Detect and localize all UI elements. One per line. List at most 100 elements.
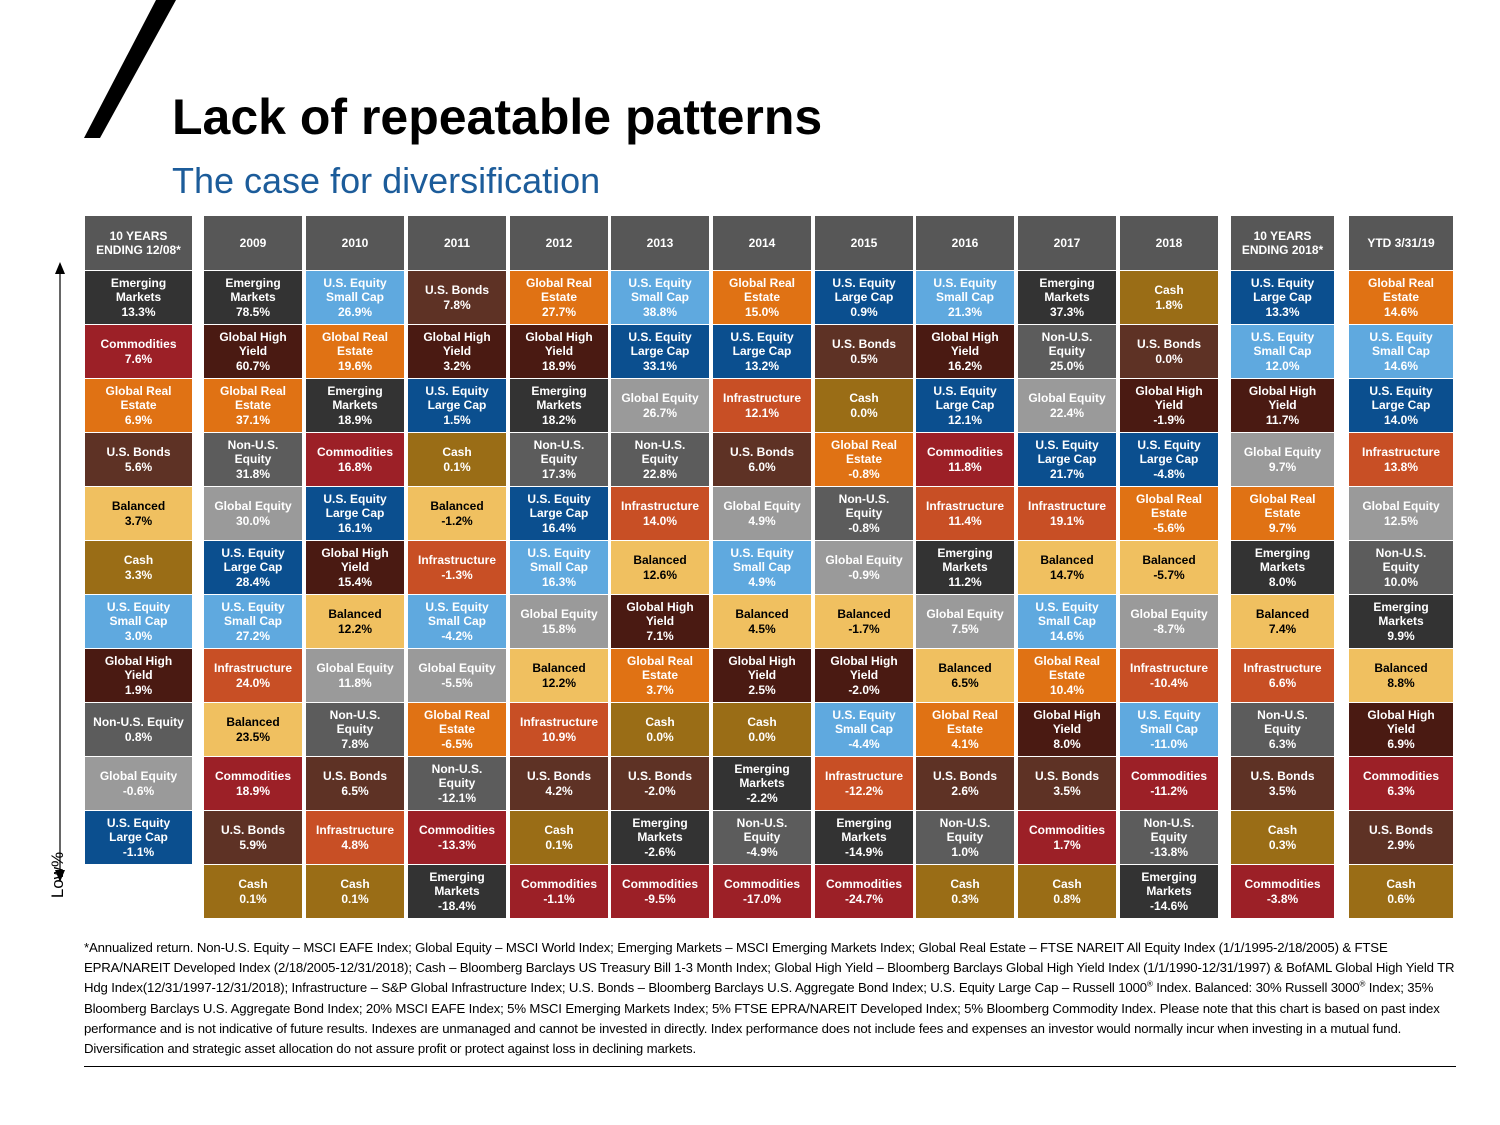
cell-cash: Cash 0.3% <box>916 865 1014 918</box>
cell-global-real-estate: Global Real Estate -5.6% <box>1120 487 1218 540</box>
cell-balanced: Balanced 8.8% <box>1349 649 1453 702</box>
cell-u-s-equity-large-cap: U.S. Equity Large Cap 28.4% <box>204 541 302 594</box>
cell-balanced: Balanced 12.6% <box>611 541 709 594</box>
cell-global-real-estate: Global Real Estate 9.7% <box>1231 487 1334 540</box>
cell-infrastructure: Infrastructure 14.0% <box>611 487 709 540</box>
cell-commodities: Commodities -9.5% <box>611 865 709 918</box>
cell-cash: Cash 0.1% <box>510 811 608 864</box>
cell-u-s-bonds: U.S. Bonds 6.0% <box>713 433 811 486</box>
cell-commodities: Commodities -24.7% <box>815 865 913 918</box>
cell-global-high-yield: Global High Yield 7.1% <box>611 595 709 648</box>
cell-u-s-equity-small-cap: U.S. Equity Small Cap -4.4% <box>815 703 913 756</box>
cell-emerging-markets: Emerging Markets 37.3% <box>1018 271 1116 324</box>
cell-infrastructure: Infrastructure 24.0% <box>204 649 302 702</box>
column-header: 2011 <box>408 216 506 270</box>
registered-mark: ® <box>1359 980 1366 990</box>
cell-global-real-estate: Global Real Estate 14.6% <box>1349 271 1453 324</box>
cell-emerging-markets: Emerging Markets 8.0% <box>1231 541 1334 594</box>
cell-emerging-markets: Emerging Markets 13.3% <box>85 271 192 324</box>
cell-non-u-s-equity: Non-U.S. Equity 6.3% <box>1231 703 1334 756</box>
cell-u-s-bonds: U.S. Bonds 4.2% <box>510 757 608 810</box>
cell-u-s-equity-large-cap: U.S. Equity Large Cap 16.1% <box>306 487 404 540</box>
cell-commodities: Commodities -17.0% <box>713 865 811 918</box>
cell-non-u-s-equity: Non-U.S. Equity 10.0% <box>1349 541 1453 594</box>
cell-u-s-equity-large-cap: U.S. Equity Large Cap 21.7% <box>1018 433 1116 486</box>
cell-emerging-markets: Emerging Markets 18.2% <box>510 379 608 432</box>
cell-global-high-yield: Global High Yield 6.9% <box>1349 703 1453 756</box>
cell-global-real-estate: Global Real Estate 27.7% <box>510 271 608 324</box>
cell-balanced: Balanced 3.7% <box>85 487 192 540</box>
cell-commodities: Commodities 18.9% <box>204 757 302 810</box>
column-header: 2017 <box>1018 216 1116 270</box>
cell-emerging-markets: Emerging Markets -2.2% <box>713 757 811 810</box>
cell-commodities: Commodities 11.8% <box>916 433 1014 486</box>
column-header: 2015 <box>815 216 913 270</box>
cell-u-s-bonds: U.S. Bonds 0.5% <box>815 325 913 378</box>
cell-non-u-s-equity: Non-U.S. Equity 25.0% <box>1018 325 1116 378</box>
cell-global-high-yield: Global High Yield 1.9% <box>85 649 192 702</box>
cell-cash: Cash 0.0% <box>611 703 709 756</box>
cell-u-s-equity-large-cap: U.S. Equity Large Cap 0.9% <box>815 271 913 324</box>
high-low-axis-arrow <box>55 262 65 882</box>
cell-global-equity: Global Equity -0.6% <box>85 757 192 810</box>
cell-u-s-bonds: U.S. Bonds 5.9% <box>204 811 302 864</box>
cell-non-u-s-equity: Non-U.S. Equity 7.8% <box>306 703 404 756</box>
footnote-text-1: *Annualized return. Non-U.S. Equity – MS… <box>84 940 1455 996</box>
bottom-rule <box>84 1066 1456 1067</box>
cell-infrastructure: Infrastructure -1.3% <box>408 541 506 594</box>
cell-global-real-estate: Global Real Estate 6.9% <box>85 379 192 432</box>
column-header: 2013 <box>611 216 709 270</box>
cell-emerging-markets: Emerging Markets -2.6% <box>611 811 709 864</box>
cell-global-equity: Global Equity 26.7% <box>611 379 709 432</box>
cell-u-s-equity-small-cap: U.S. Equity Small Cap 3.0% <box>85 595 192 648</box>
slash-decoration <box>84 0 176 138</box>
cell-global-high-yield: Global High Yield 15.4% <box>306 541 404 594</box>
cell-infrastructure: Infrastructure 12.1% <box>713 379 811 432</box>
cell-global-equity: Global Equity -8.7% <box>1120 595 1218 648</box>
cell-u-s-equity-large-cap: U.S. Equity Large Cap -1.1% <box>85 811 192 864</box>
column-header: 2012 <box>510 216 608 270</box>
cell-global-equity: Global Equity 9.7% <box>1231 433 1334 486</box>
cell-infrastructure: Infrastructure 6.6% <box>1231 649 1334 702</box>
column-header: 2010 <box>306 216 404 270</box>
cell-commodities: Commodities 7.6% <box>85 325 192 378</box>
cell-non-u-s-equity: Non-U.S. Equity -4.9% <box>713 811 811 864</box>
cell-global-equity: Global Equity 30.0% <box>204 487 302 540</box>
cell-cash: Cash 0.0% <box>713 703 811 756</box>
footnote: *Annualized return. Non-U.S. Equity – MS… <box>84 938 1456 1059</box>
column-header: 10 YEARS ENDING 12/08* <box>85 216 192 270</box>
cell-non-u-s-equity: Non-U.S. Equity 17.3% <box>510 433 608 486</box>
cell-commodities: Commodities 1.7% <box>1018 811 1116 864</box>
cell-balanced: Balanced 12.2% <box>306 595 404 648</box>
cell-u-s-equity-small-cap: U.S. Equity Small Cap 38.8% <box>611 271 709 324</box>
cell-infrastructure: Infrastructure 19.1% <box>1018 487 1116 540</box>
cell-commodities: Commodities -3.8% <box>1231 865 1334 918</box>
cell-commodities: Commodities -11.2% <box>1120 757 1218 810</box>
cell-u-s-equity-large-cap: U.S. Equity Large Cap 16.4% <box>510 487 608 540</box>
cell-cash: Cash 0.1% <box>306 865 404 918</box>
page-title: Lack of repeatable patterns <box>172 89 823 145</box>
cell-balanced: Balanced -1.7% <box>815 595 913 648</box>
cell-non-u-s-equity: Non-U.S. Equity 31.8% <box>204 433 302 486</box>
cell-global-equity: Global Equity 11.8% <box>306 649 404 702</box>
cell-cash: Cash 0.1% <box>408 433 506 486</box>
cell-global-high-yield: Global High Yield 16.2% <box>916 325 1014 378</box>
cell-emerging-markets: Emerging Markets -14.9% <box>815 811 913 864</box>
cell-cash: Cash 0.6% <box>1349 865 1453 918</box>
cell-infrastructure: Infrastructure -12.2% <box>815 757 913 810</box>
cell-global-real-estate: Global Real Estate 15.0% <box>713 271 811 324</box>
cell-balanced: Balanced -1.2% <box>408 487 506 540</box>
cell-u-s-equity-small-cap: U.S. Equity Small Cap 16.3% <box>510 541 608 594</box>
cell-u-s-bonds: U.S. Bonds 2.9% <box>1349 811 1453 864</box>
cell-global-high-yield: Global High Yield 3.2% <box>408 325 506 378</box>
cell-infrastructure: Infrastructure 10.9% <box>510 703 608 756</box>
cell-u-s-equity-small-cap: U.S. Equity Small Cap 27.2% <box>204 595 302 648</box>
cell-global-real-estate: Global Real Estate 3.7% <box>611 649 709 702</box>
cell-u-s-equity-large-cap: U.S. Equity Large Cap 13.2% <box>713 325 811 378</box>
cell-balanced: Balanced 14.7% <box>1018 541 1116 594</box>
cell-commodities: Commodities -1.1% <box>510 865 608 918</box>
cell-balanced: Balanced 23.5% <box>204 703 302 756</box>
cell-cash: Cash 3.3% <box>85 541 192 594</box>
cell-global-equity: Global Equity 22.4% <box>1018 379 1116 432</box>
cell-global-high-yield: Global High Yield 2.5% <box>713 649 811 702</box>
